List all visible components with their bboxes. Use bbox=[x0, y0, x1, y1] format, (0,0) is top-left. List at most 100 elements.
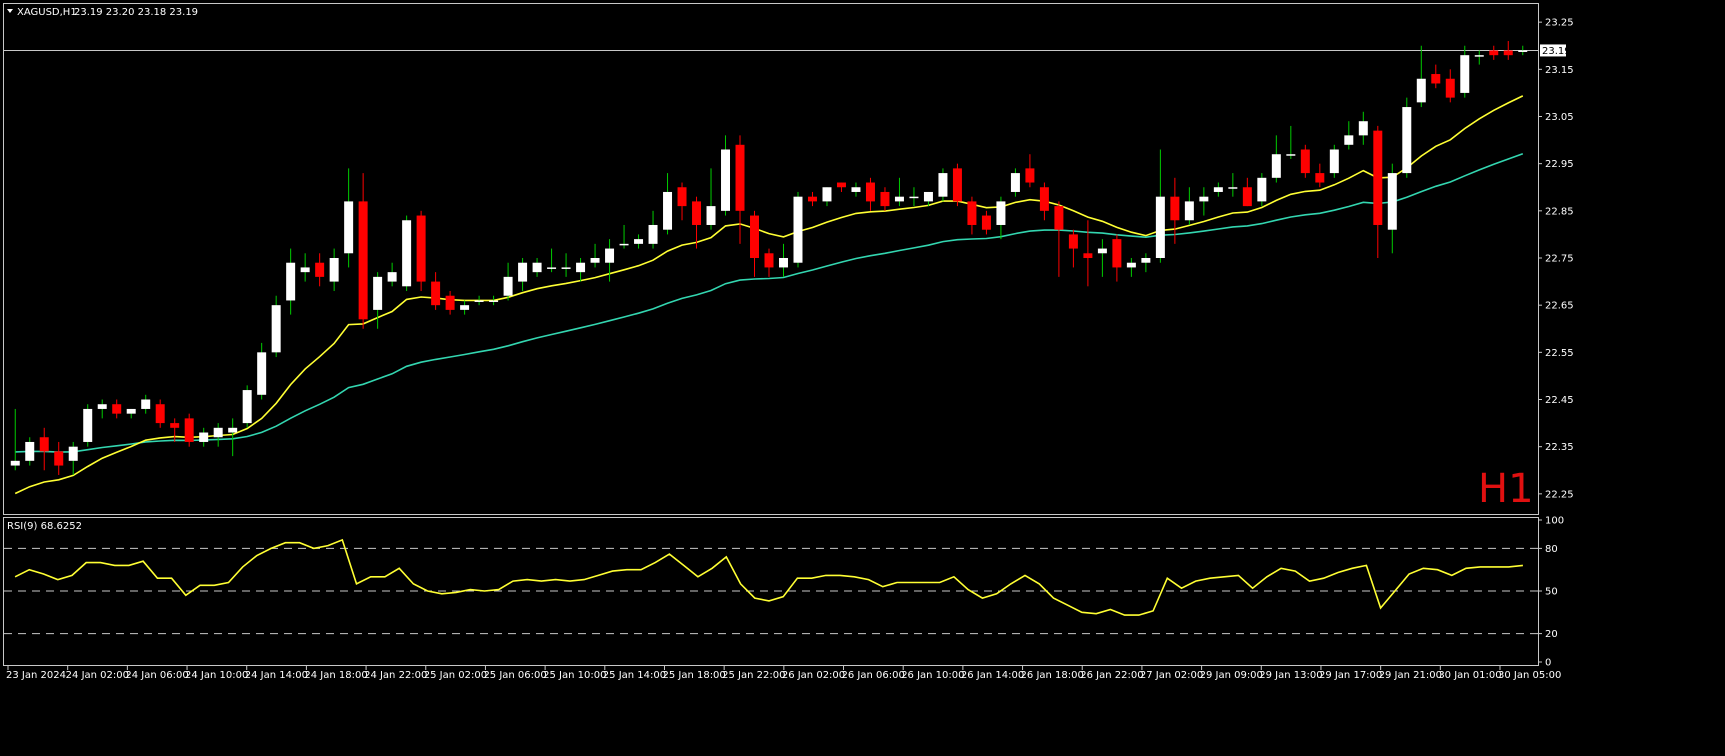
candle bbox=[1039, 182, 1049, 221]
candle bbox=[807, 191, 817, 207]
candle bbox=[1489, 45, 1499, 60]
candle bbox=[170, 418, 180, 442]
candle bbox=[750, 210, 759, 277]
candle-body bbox=[1213, 187, 1223, 192]
candle-body bbox=[576, 262, 586, 273]
candle bbox=[981, 210, 991, 235]
candle bbox=[1358, 111, 1368, 145]
candle-body bbox=[1199, 196, 1209, 202]
candle bbox=[547, 248, 557, 273]
price-tick-label: 23.05 bbox=[1545, 112, 1574, 123]
rsi-line bbox=[14, 538, 1523, 616]
candle-body bbox=[1126, 262, 1136, 268]
candle bbox=[54, 441, 64, 475]
candle bbox=[1199, 187, 1209, 216]
axes: 23.25 23.15 23.05 22.95 22.85 22.75 22.65 22.55… bbox=[6, 18, 1574, 681]
chart-menu-triangle-icon[interactable] bbox=[7, 9, 13, 13]
candle bbox=[1431, 64, 1441, 89]
price-pane-frame bbox=[3, 3, 1539, 515]
symbol-title: XAGUSD,H1 bbox=[17, 7, 77, 18]
candle bbox=[619, 224, 629, 249]
candle bbox=[909, 187, 919, 207]
candle bbox=[836, 182, 846, 192]
time-tick-label: 29 Jan 09:00 bbox=[1200, 670, 1263, 681]
candle bbox=[97, 399, 107, 419]
candle bbox=[1068, 229, 1078, 268]
candle-body bbox=[706, 206, 716, 225]
candle bbox=[1184, 187, 1194, 225]
candle-body bbox=[938, 173, 948, 197]
candle bbox=[779, 243, 788, 277]
candle-body bbox=[1300, 149, 1310, 174]
candle-body bbox=[721, 149, 731, 211]
candle-body bbox=[358, 201, 368, 320]
time-tick-label: 25 Jan 02:00 bbox=[424, 670, 487, 681]
candle bbox=[561, 253, 571, 277]
time-tick-label: 24 Jan 10:00 bbox=[185, 670, 248, 681]
candle bbox=[648, 210, 658, 249]
candle bbox=[1257, 173, 1267, 207]
time-tick-label: 24 Jan 02:00 bbox=[66, 670, 129, 681]
time-tick-label: 26 Jan 10:00 bbox=[901, 670, 964, 681]
candle bbox=[677, 182, 687, 221]
candle-body bbox=[605, 248, 615, 263]
candle-body bbox=[764, 253, 774, 268]
candle bbox=[1025, 154, 1035, 188]
candle-body bbox=[677, 187, 687, 207]
candle-body bbox=[561, 267, 571, 269]
time-tick-label: 23 Jan 2024 bbox=[6, 670, 66, 681]
rsi-tick-label: 20 bbox=[1545, 629, 1558, 640]
candle-body bbox=[1315, 173, 1325, 183]
price-tick-label: 22.35 bbox=[1545, 442, 1574, 453]
candle bbox=[402, 215, 412, 292]
candle bbox=[1300, 144, 1310, 178]
moving-averages bbox=[14, 95, 1524, 495]
candle bbox=[996, 196, 1006, 240]
candle bbox=[1460, 45, 1470, 98]
current-price-label: 23.19 bbox=[1542, 46, 1571, 57]
candle-body bbox=[445, 295, 455, 310]
candle bbox=[721, 135, 731, 216]
candle bbox=[242, 385, 252, 428]
candle bbox=[228, 418, 238, 457]
candle-body bbox=[271, 305, 281, 353]
candle bbox=[735, 135, 745, 244]
candle-body bbox=[996, 201, 1006, 225]
candle-body bbox=[1039, 187, 1049, 211]
time-tick-label: 26 Jan 18:00 bbox=[1021, 670, 1084, 681]
rsi-title: RSI(9) 68.6252 bbox=[7, 521, 82, 532]
candle-body bbox=[1068, 234, 1078, 249]
candle bbox=[1083, 220, 1093, 287]
fast-moving-average-line bbox=[14, 95, 1524, 495]
price-tick-label: 23.25 bbox=[1545, 18, 1574, 29]
candle-body bbox=[39, 437, 49, 452]
candle bbox=[1141, 253, 1151, 273]
candle bbox=[83, 404, 93, 447]
candle-body bbox=[981, 215, 991, 230]
candle-body bbox=[184, 418, 194, 442]
time-tick-label: 24 Jan 14:00 bbox=[245, 670, 308, 681]
time-tick-label: 25 Jan 18:00 bbox=[662, 670, 725, 681]
time-tick-label: 25 Jan 22:00 bbox=[722, 670, 785, 681]
candle-body bbox=[1141, 258, 1151, 263]
price-tick-label: 22.65 bbox=[1545, 301, 1574, 312]
candle-body bbox=[735, 144, 745, 211]
candle bbox=[489, 295, 499, 306]
candle bbox=[706, 168, 716, 230]
candle-body bbox=[1010, 173, 1020, 192]
candle bbox=[605, 239, 615, 282]
candle-body bbox=[83, 408, 93, 442]
candle bbox=[590, 243, 600, 268]
candle-body bbox=[112, 404, 122, 414]
candle bbox=[634, 234, 644, 249]
current-price-box bbox=[1540, 44, 1566, 57]
price-tick-label: 22.75 bbox=[1545, 254, 1574, 265]
candle-body bbox=[97, 404, 107, 409]
candle bbox=[445, 291, 455, 315]
candle bbox=[1242, 177, 1252, 207]
candle-body bbox=[1025, 168, 1035, 183]
candle bbox=[329, 248, 339, 292]
candle-body bbox=[286, 262, 296, 301]
candle bbox=[199, 427, 209, 447]
